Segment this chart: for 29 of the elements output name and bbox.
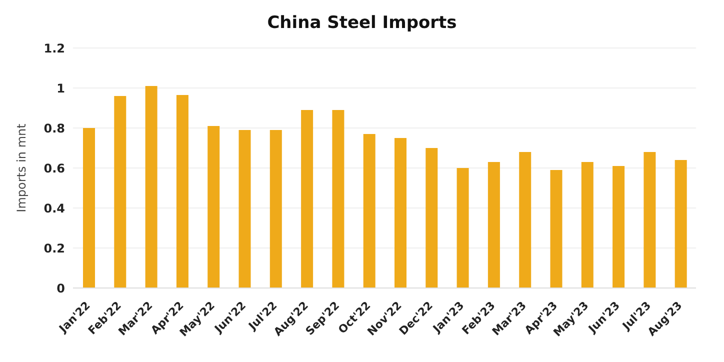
bar: [363, 134, 376, 288]
bar: [581, 162, 594, 288]
chart-title: China Steel Imports: [266, 12, 458, 35]
bar: [426, 148, 438, 288]
bar: [394, 138, 406, 288]
y-tick-label: 1: [56, 81, 65, 96]
bar: [83, 128, 95, 288]
y-tick-label: 0: [56, 281, 65, 296]
bar: [208, 126, 220, 288]
bar: [519, 152, 532, 288]
bar: [301, 110, 314, 288]
y-axis-title: Imports in mnt: [14, 123, 28, 212]
bar: [145, 86, 158, 288]
y-tick-label: 1.2: [44, 41, 65, 56]
y-tick-label: 0.2: [44, 241, 65, 256]
bar: [644, 152, 656, 288]
bar: [332, 110, 344, 288]
bar: [550, 170, 562, 288]
bar: [270, 130, 282, 288]
bar: [456, 168, 469, 288]
y-tick-label: 0.6: [44, 161, 65, 176]
bar: [612, 166, 625, 288]
y-tick-label: 0.8: [44, 121, 65, 136]
bar: [674, 160, 687, 288]
y-tick-label: 0.4: [44, 201, 65, 216]
bar: [114, 96, 126, 288]
bar: [238, 130, 251, 288]
bar: [488, 162, 500, 288]
bar: [176, 95, 188, 288]
